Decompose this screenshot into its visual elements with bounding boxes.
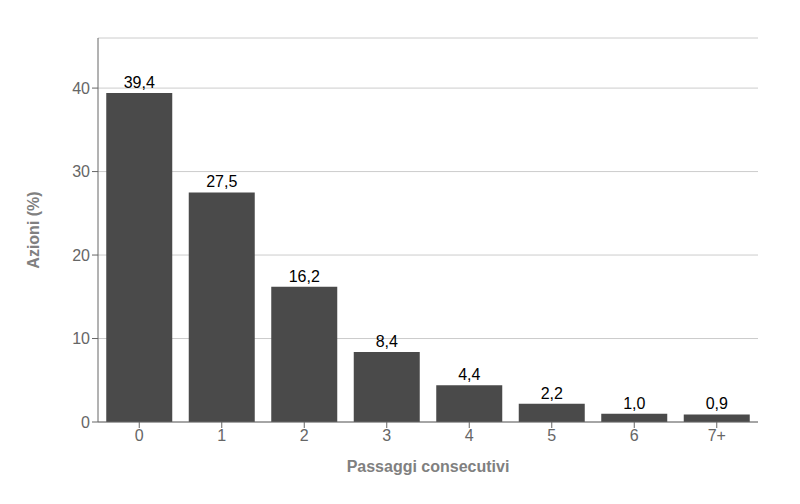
- svg-text:16,2: 16,2: [289, 268, 320, 285]
- svg-text:5: 5: [547, 427, 556, 444]
- svg-text:0: 0: [81, 414, 90, 431]
- svg-text:20: 20: [72, 247, 90, 264]
- svg-text:40: 40: [72, 80, 90, 97]
- svg-text:4: 4: [465, 427, 474, 444]
- svg-text:10: 10: [72, 330, 90, 347]
- svg-text:39,4: 39,4: [124, 74, 155, 91]
- svg-text:30: 30: [72, 163, 90, 180]
- svg-text:1: 1: [217, 427, 226, 444]
- svg-text:1,0: 1,0: [623, 395, 645, 412]
- svg-text:4,4: 4,4: [458, 366, 480, 383]
- svg-text:27,5: 27,5: [206, 173, 237, 190]
- svg-text:6: 6: [630, 427, 639, 444]
- svg-text:2: 2: [300, 427, 309, 444]
- svg-text:0,9: 0,9: [706, 395, 728, 412]
- svg-text:2,2: 2,2: [541, 385, 563, 402]
- svg-text:8,4: 8,4: [376, 333, 398, 350]
- svg-text:Azioni (%): Azioni (%): [25, 191, 42, 268]
- svg-text:3: 3: [382, 427, 391, 444]
- svg-text:Passaggi consecutivi: Passaggi consecutivi: [347, 458, 510, 475]
- svg-text:0: 0: [135, 427, 144, 444]
- svg-text:7+: 7+: [708, 427, 726, 444]
